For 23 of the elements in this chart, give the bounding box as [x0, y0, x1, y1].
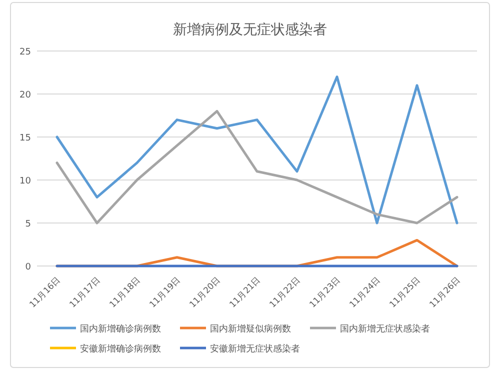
legend-label: 安徽新增无症状感染者	[210, 344, 300, 354]
x-tick-label: 11月21日	[228, 275, 264, 310]
y-tick-label: 0	[25, 262, 32, 272]
x-tick-label: 11月22日	[268, 275, 304, 310]
x-tick-label: 11月24日	[348, 275, 384, 310]
x-tick-label: 11月19日	[148, 275, 184, 310]
x-tick-label: 11月20日	[188, 275, 224, 310]
legend-label: 国内新增疑似病例数	[210, 324, 291, 334]
x-tick-label: 11月25日	[388, 275, 424, 310]
y-tick-label: 25	[20, 48, 31, 58]
chart-title: 新增病例及无症状感染者	[173, 22, 327, 38]
legend-label: 国内新增无症状感染者	[340, 324, 430, 334]
x-tick-label: 11月18日	[108, 275, 144, 310]
y-tick-label: 5	[25, 220, 31, 230]
legend-label: 安徽新增确诊病例数	[80, 344, 161, 354]
legend-label: 国内新增确诊病例数	[80, 324, 161, 334]
x-tick-label: 11月23日	[308, 275, 344, 310]
x-tick-label: 11月16日	[28, 275, 64, 310]
x-tick-label: 11月17日	[68, 275, 104, 310]
x-tick-label: 11月26日	[428, 275, 464, 310]
y-tick-label: 10	[20, 176, 32, 186]
y-tick-label: 15	[20, 134, 31, 144]
y-tick-label: 20	[20, 90, 32, 100]
